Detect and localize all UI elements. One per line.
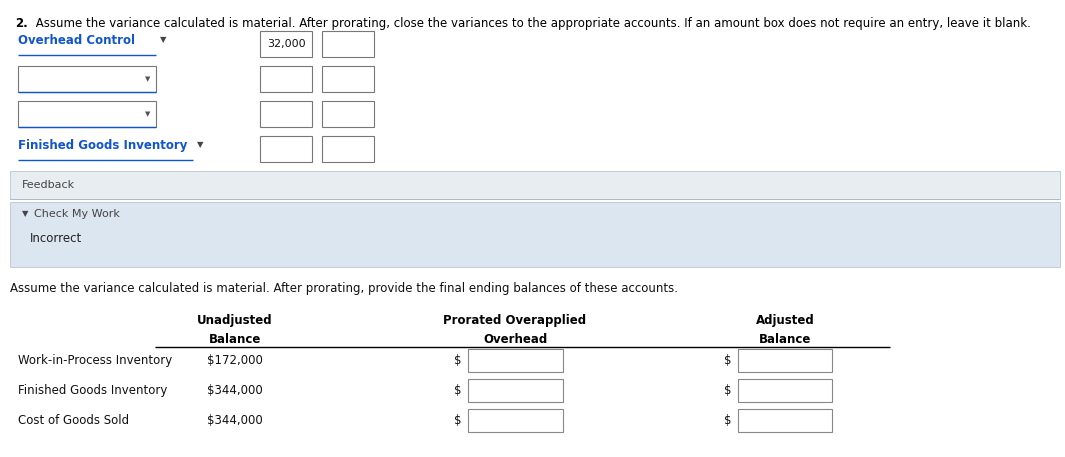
FancyBboxPatch shape [322, 31, 374, 57]
FancyBboxPatch shape [468, 349, 562, 372]
Text: Assume the variance calculated is material. After prorating, close the variances: Assume the variance calculated is materi… [32, 17, 1031, 30]
Text: 32,000: 32,000 [266, 39, 306, 49]
Text: Unadjusted: Unadjusted [197, 314, 273, 327]
FancyBboxPatch shape [18, 101, 155, 127]
FancyBboxPatch shape [737, 409, 833, 432]
FancyBboxPatch shape [260, 136, 312, 162]
FancyBboxPatch shape [737, 379, 833, 402]
Text: Overhead: Overhead [482, 333, 547, 346]
Text: $: $ [724, 384, 732, 397]
Text: Finished Goods Inventory: Finished Goods Inventory [18, 138, 187, 152]
Text: $: $ [454, 384, 461, 397]
Text: Work-in-Process Inventory: Work-in-Process Inventory [18, 354, 173, 367]
Text: 2.: 2. [15, 17, 28, 30]
Text: ▼: ▼ [22, 209, 29, 218]
Text: ▼: ▼ [145, 111, 150, 117]
FancyBboxPatch shape [260, 66, 312, 92]
FancyBboxPatch shape [322, 101, 374, 127]
Text: Adjusted: Adjusted [756, 314, 815, 327]
Text: Cost of Goods Sold: Cost of Goods Sold [18, 414, 129, 427]
FancyBboxPatch shape [18, 66, 155, 92]
Text: Feedback: Feedback [22, 180, 76, 190]
FancyBboxPatch shape [468, 409, 562, 432]
Text: Prorated Overapplied: Prorated Overapplied [443, 314, 587, 327]
FancyBboxPatch shape [10, 202, 1060, 267]
Text: ▼: ▼ [145, 76, 150, 82]
Text: Balance: Balance [758, 333, 812, 346]
Text: $: $ [724, 414, 732, 427]
FancyBboxPatch shape [737, 349, 833, 372]
Text: $344,000: $344,000 [207, 414, 263, 427]
FancyBboxPatch shape [260, 101, 312, 127]
FancyBboxPatch shape [10, 171, 1060, 199]
FancyBboxPatch shape [322, 136, 374, 162]
FancyBboxPatch shape [260, 31, 312, 57]
Text: ▼: ▼ [197, 140, 203, 149]
Text: ▼: ▼ [160, 36, 166, 44]
Text: Balance: Balance [209, 333, 261, 346]
FancyBboxPatch shape [322, 66, 374, 92]
Text: Overhead Control: Overhead Control [18, 33, 135, 47]
Text: $: $ [454, 354, 461, 367]
Text: $172,000: $172,000 [207, 354, 263, 367]
FancyBboxPatch shape [468, 379, 562, 402]
Text: $: $ [724, 354, 732, 367]
Text: Assume the variance calculated is material. After prorating, provide the final e: Assume the variance calculated is materi… [10, 282, 678, 295]
Text: Check My Work: Check My Work [34, 209, 120, 219]
Text: Finished Goods Inventory: Finished Goods Inventory [18, 384, 167, 397]
Text: Incorrect: Incorrect [30, 233, 82, 245]
Text: $344,000: $344,000 [207, 384, 263, 397]
Text: $: $ [454, 414, 461, 427]
